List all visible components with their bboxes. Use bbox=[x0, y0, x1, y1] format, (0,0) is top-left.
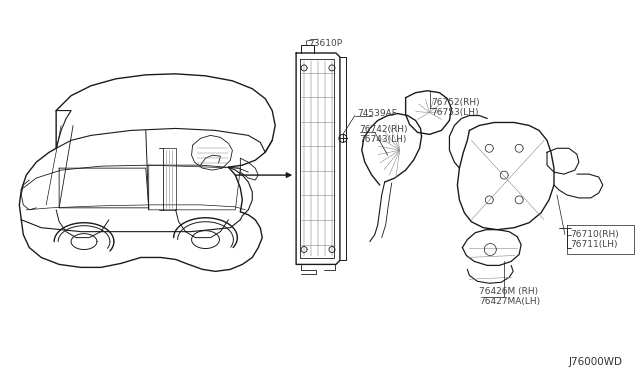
Text: 74539AF: 74539AF bbox=[357, 109, 397, 118]
Text: 76742(RH): 76742(RH) bbox=[359, 125, 407, 134]
Text: 76710(RH): 76710(RH) bbox=[570, 230, 619, 239]
Text: 76426M (RH): 76426M (RH) bbox=[479, 287, 538, 296]
Text: J76000WD: J76000WD bbox=[569, 357, 623, 367]
Text: 76427MA(LH): 76427MA(LH) bbox=[479, 297, 540, 306]
Text: 76753(LH): 76753(LH) bbox=[431, 108, 479, 116]
Text: 76752(RH): 76752(RH) bbox=[431, 98, 480, 107]
Text: 76743(LH): 76743(LH) bbox=[359, 135, 406, 144]
Text: 76711(LH): 76711(LH) bbox=[570, 240, 618, 248]
Text: 73610P: 73610P bbox=[308, 39, 342, 48]
